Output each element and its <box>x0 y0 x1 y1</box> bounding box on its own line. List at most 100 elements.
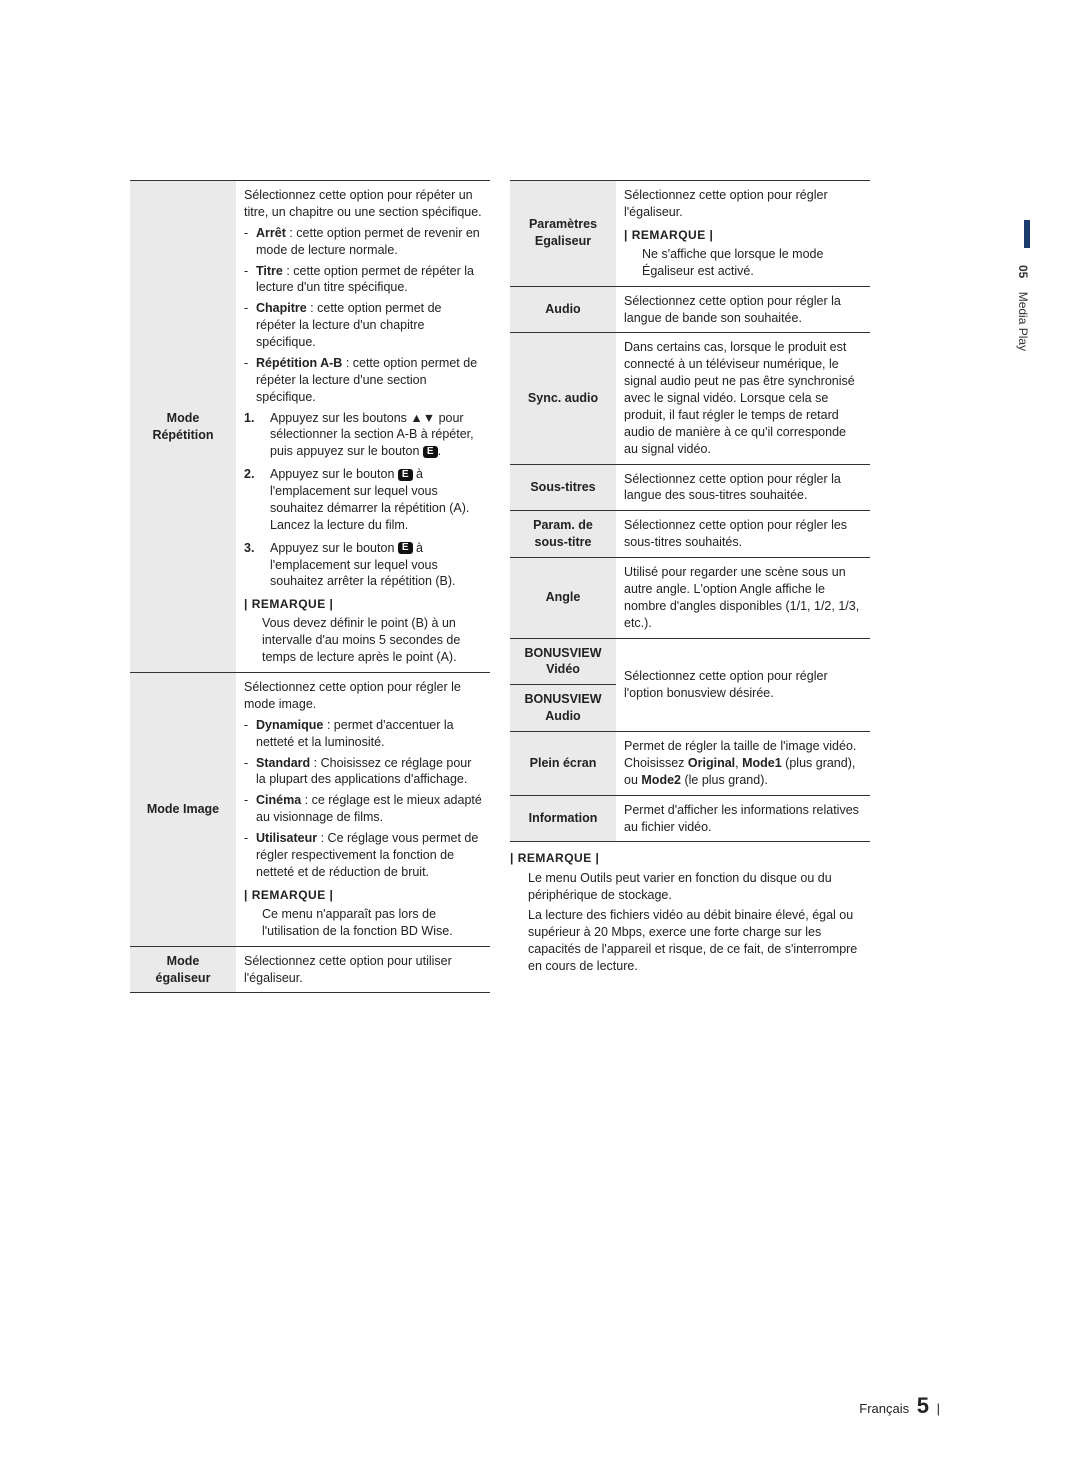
row-body-mode-image: Sélectionnez cette option pour régler le… <box>236 673 490 947</box>
side-tab: 05 Media Play <box>1016 220 1030 351</box>
body-text: Sélectionnez cette option pour régler l'… <box>624 187 862 221</box>
row-head-fullscreen: Plein écran <box>510 732 616 796</box>
remarque-body: Ce menu n'apparaît pas lors de l'utilisa… <box>244 906 482 940</box>
remarque-body: Vous devez définir le point (B) à un int… <box>244 615 482 666</box>
row-body-mode-repetition: Sélectionnez cette option pour répéter u… <box>236 181 490 673</box>
intro-text: Sélectionnez cette option pour répéter u… <box>244 187 482 221</box>
row-body-paramsub: Sélectionnez cette option pour régler le… <box>616 511 870 558</box>
remarque-label: REMARQUE <box>624 227 862 243</box>
list-item: Standard : Choisissez ce réglage pour la… <box>244 755 482 789</box>
opt-b2: Mode1 <box>742 756 782 770</box>
step-pre: Appuyez sur les boutons ▲▼ pour sélectio… <box>270 411 474 459</box>
table-row: Audio Sélectionnez cette option pour rég… <box>510 286 870 333</box>
remarque-label: REMARQUE <box>510 850 870 866</box>
page-footer: Français 5 | <box>859 1393 940 1419</box>
table-row: Information Permet d'afficher les inform… <box>510 795 870 842</box>
row-body-sync: Dans certains cas, lorsque le produit es… <box>616 333 870 464</box>
row-body-subs: Sélectionnez cette option pour régler la… <box>616 464 870 511</box>
step-pre: Appuyez sur le bouton <box>270 467 398 481</box>
opt-title: Arrêt <box>256 226 286 240</box>
footer-page: 5 <box>913 1393 933 1418</box>
row-body-mode-eq: Sélectionnez cette option pour utiliser … <box>236 946 490 993</box>
list-item: 1. Appuyez sur les boutons ▲▼ pour sélect… <box>244 410 482 461</box>
list-item: 3.Appuyez sur le bouton E à l'emplacemen… <box>244 540 482 591</box>
step-post: . <box>438 444 441 458</box>
row-head-bonusview-audio: BONUSVIEW Audio <box>510 685 616 732</box>
opt-title: Cinéma <box>256 793 301 807</box>
side-tab-num: 05 <box>1016 265 1030 278</box>
table-row: Paramètres Egaliseur Sélectionnez cette … <box>510 181 870 287</box>
row-body-info: Permet d'afficher les informations relat… <box>616 795 870 842</box>
footnote-item: La lecture des fichiers vidéo au débit b… <box>510 907 870 975</box>
enter-button-icon: E <box>398 542 413 554</box>
step-number: 2. <box>244 466 254 483</box>
intro-text: Sélectionnez cette option pour régler le… <box>244 679 482 713</box>
row-head-subs: Sous-titres <box>510 464 616 511</box>
row-body-angle: Utilisé pour regarder une scène sous un … <box>616 558 870 639</box>
option-list: Dynamique : permet d'accentuer la nettet… <box>244 717 482 881</box>
opt-desc: : cette option permet de répéter la lect… <box>256 264 474 295</box>
table-row: Plein écran Permet de régler la taille d… <box>510 732 870 796</box>
list-item: 2.Appuyez sur le bouton E à l'emplacemen… <box>244 466 482 534</box>
footnote-item: Le menu Outils peut varier en fonction d… <box>510 870 870 904</box>
row-head-mode-repetition: Mode Répétition <box>130 181 236 673</box>
opt-title: Titre <box>256 264 283 278</box>
left-column: Mode Répétition Sélectionnez cette optio… <box>130 180 490 993</box>
row-head-mode-image: Mode Image <box>130 673 236 947</box>
row-body-bonusview: Sélectionnez cette option pour régler l'… <box>616 638 870 732</box>
row-head-sync: Sync. audio <box>510 333 616 464</box>
opt-b1: Original <box>688 756 735 770</box>
table-row: Param. de sous-titre Sélectionnez cette … <box>510 511 870 558</box>
row-body-audio: Sélectionnez cette option pour régler la… <box>616 286 870 333</box>
list-item: Cinéma : ce réglage est le mieux adapté … <box>244 792 482 826</box>
list-item: Arrêt : cette option permet de revenir e… <box>244 225 482 259</box>
side-tab-color <box>1024 220 1030 248</box>
opt-desc: : cette option permet de revenir en mode… <box>256 226 480 257</box>
step-list: 1. Appuyez sur les boutons ▲▼ pour sélect… <box>244 410 482 591</box>
right-column: Paramètres Egaliseur Sélectionnez cette … <box>510 180 870 993</box>
body-post: (le plus grand). <box>681 773 768 787</box>
remarque-body: Ne s'affiche que lorsque le mode Égalise… <box>624 246 862 280</box>
right-table: Paramètres Egaliseur Sélectionnez cette … <box>510 180 870 842</box>
page: Mode Répétition Sélectionnez cette optio… <box>0 0 1080 1033</box>
list-item: Titre : cette option permet de répéter l… <box>244 263 482 297</box>
step-pre: Appuyez sur le bouton <box>270 541 398 555</box>
list-item: Utilisateur : Ce réglage vous permet de … <box>244 830 482 881</box>
row-head-info: Information <box>510 795 616 842</box>
opt-title: Utilisateur <box>256 831 317 845</box>
row-head-mode-eq: Mode égaliseur <box>130 946 236 993</box>
step-number: 3. <box>244 540 254 557</box>
remarque-label: REMARQUE <box>244 887 482 903</box>
row-body-param-eq: Sélectionnez cette option pour régler l'… <box>616 181 870 287</box>
footer-bar: | <box>937 1401 940 1416</box>
remarque-label: REMARQUE <box>244 596 482 612</box>
enter-button-icon: E <box>423 446 438 458</box>
opt-title: Standard <box>256 756 310 770</box>
row-body-fullscreen: Permet de régler la taille de l'image vi… <box>616 732 870 796</box>
opt-b3: Mode2 <box>641 773 681 787</box>
table-row: Sous-titres Sélectionnez cette option po… <box>510 464 870 511</box>
table-row: BONUSVIEW Vidéo Sélectionnez cette optio… <box>510 638 870 685</box>
list-item: Dynamique : permet d'accentuer la nettet… <box>244 717 482 751</box>
opt-title: Chapitre <box>256 301 307 315</box>
table-row: Angle Utilisé pour regarder une scène so… <box>510 558 870 639</box>
row-head-bonusview-video: BONUSVIEW Vidéo <box>510 638 616 685</box>
list-item: Chapitre : cette option permet de répéte… <box>244 300 482 351</box>
left-table: Mode Répétition Sélectionnez cette optio… <box>130 180 490 993</box>
row-head-param-eq: Paramètres Egaliseur <box>510 181 616 287</box>
row-head-audio: Audio <box>510 286 616 333</box>
footer-lang: Français <box>859 1401 909 1416</box>
opt-title: Répétition A-B <box>256 356 342 370</box>
list-item: Répétition A-B : cette option permet de … <box>244 355 482 406</box>
table-row: Mode égaliseur Sélectionnez cette option… <box>130 946 490 993</box>
side-tab-text: 05 Media Play <box>1016 259 1030 351</box>
side-tab-label: Media Play <box>1016 292 1030 351</box>
table-row: Mode Répétition Sélectionnez cette optio… <box>130 181 490 673</box>
opt-title: Dynamique <box>256 718 323 732</box>
option-list: Arrêt : cette option permet de revenir e… <box>244 225 482 406</box>
table-row: Sync. audio Dans certains cas, lorsque l… <box>510 333 870 464</box>
enter-button-icon: E <box>398 469 413 481</box>
step-number: 1. <box>244 410 254 427</box>
row-head-paramsub: Param. de sous-titre <box>510 511 616 558</box>
footnote-block: REMARQUE Le menu Outils peut varier en f… <box>510 850 870 974</box>
